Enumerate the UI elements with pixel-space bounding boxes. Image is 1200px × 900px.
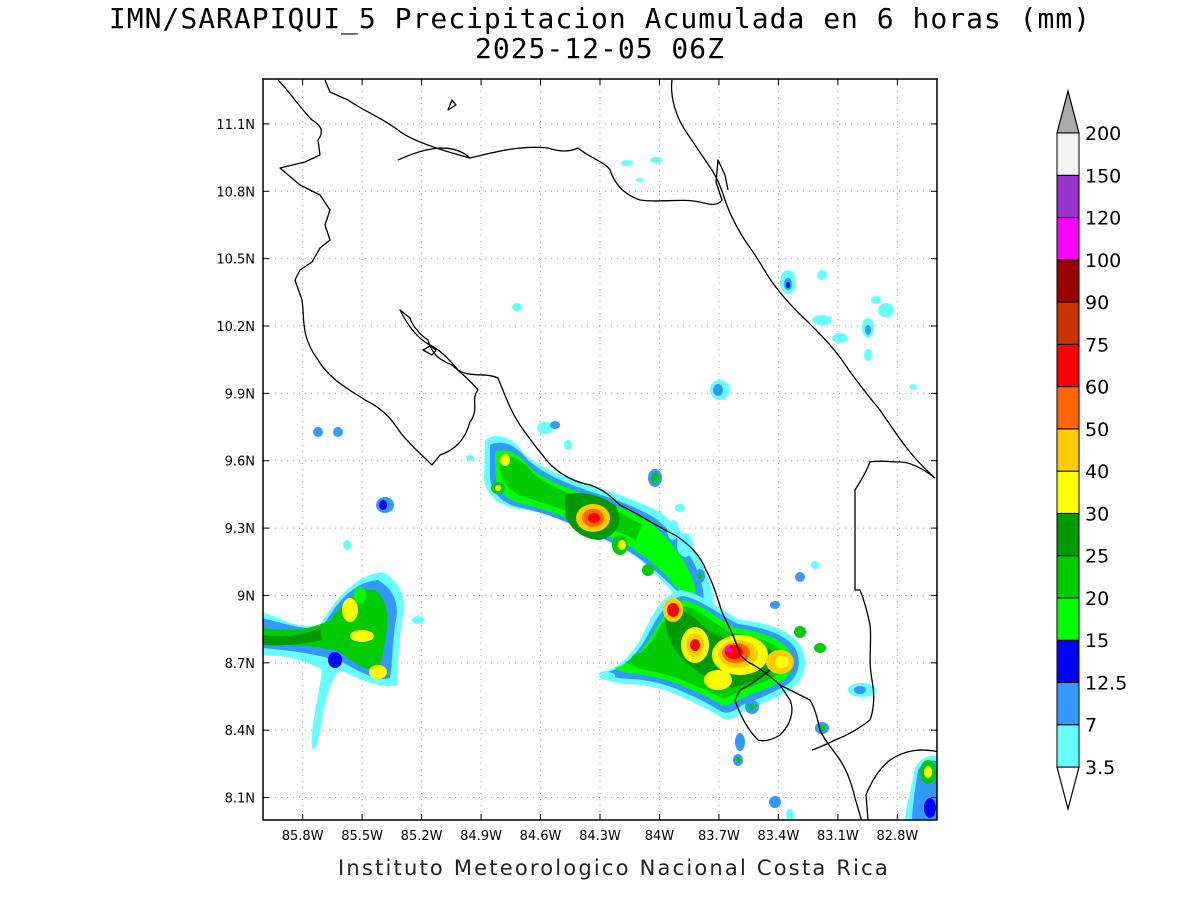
colorbar-swatch [1056, 470, 1080, 514]
lat-tick-label: 8.7N [225, 657, 255, 672]
precip-cell-west [263, 427, 424, 749]
colorbar-swatch [1056, 217, 1080, 261]
precip-cell-southeast [905, 755, 937, 820]
colorbar-label: 50 [1085, 419, 1109, 441]
colorbar [1056, 88, 1080, 812]
precip-cell-caribbean [466, 157, 917, 461]
colorbar-swatch [1056, 724, 1080, 768]
precip-cell-central [484, 421, 713, 612]
lat-tick-label: 10.5N [216, 253, 255, 268]
lon-tick-label: 84.3W [579, 829, 621, 844]
lat-tick-label: 11.1N [216, 118, 255, 133]
lake-shore [324, 79, 471, 159]
lon-tick-label: 83.7W [698, 829, 740, 844]
footer-credit: Instituto Meteorologico Nacional Costa R… [338, 856, 890, 880]
precip-cell-south [599, 561, 876, 820]
lon-tick-label: 83.4W [758, 829, 800, 844]
colorbar-label: 15 [1085, 630, 1109, 652]
lat-tick-label: 9.9N [225, 387, 255, 402]
colorbar-label: 7 [1085, 715, 1097, 737]
colorbar-label: 30 [1085, 503, 1109, 525]
colorbar-swatch [1056, 555, 1080, 599]
lon-tick-label: 83.1W [817, 829, 859, 844]
coastlines-and-borders [277, 79, 937, 820]
colorbar-label: 25 [1085, 546, 1109, 568]
colorbar-swatch [1056, 343, 1080, 388]
small-lagoon [422, 345, 437, 356]
colorbar-swatch [1056, 132, 1080, 176]
colorbar-label: 100 [1085, 250, 1121, 272]
pacific-coast-central [547, 461, 793, 742]
colorbar-swatch [1056, 597, 1080, 641]
colorbar-swatch [1056, 301, 1080, 345]
lon-tick-label: 85.5W [341, 829, 383, 844]
bocas-coast [811, 719, 871, 751]
longitude-labels: 85.8W 85.5W 85.2W 84.9W 84.6W 84.3W 84W 83.7W 83… [282, 829, 919, 844]
colorbar-labels: 3.5 7 12.5 15 20 25 30 40 50 60 75 90 100 120 150 200 [1085, 123, 1127, 779]
lat-tick-label: 8.1N [225, 792, 255, 807]
small-island [447, 99, 457, 111]
lat-tick-label: 9.6N [225, 455, 255, 470]
lat-tick-label: 8.4N [225, 724, 255, 739]
lat-tick-label: 10.8N [216, 185, 255, 200]
colorbar-swatch [1056, 386, 1080, 430]
colorbar-label: 90 [1085, 292, 1109, 314]
nicaragua-coast [277, 79, 479, 466]
colorbar-swatch [1056, 174, 1080, 219]
gulf-nicoya-shore [429, 344, 549, 463]
colorbar-label: 60 [1085, 377, 1109, 399]
precip-field [263, 157, 937, 820]
lon-tick-label: 84W [645, 829, 675, 844]
map-gridlines [263, 79, 937, 820]
lon-tick-label: 82.8W [876, 829, 918, 844]
lon-tick-label: 85.2W [401, 829, 443, 844]
colorbar-label: 150 [1085, 165, 1121, 187]
golfo-dulce [734, 669, 771, 741]
lon-tick-label: 85.8W [282, 829, 324, 844]
map-title: IMN/SARAPIQUI_5 Precipitacion Acumulada … [108, 2, 1092, 35]
colorbar-under-triangle [1056, 766, 1080, 812]
colorbar-swatch [1056, 639, 1080, 683]
colorbar-swatch [1056, 259, 1080, 303]
lon-tick-label: 84.6W [520, 829, 562, 844]
map-valid-time: 2025-12-05 06Z [474, 32, 725, 65]
colorbar-label: 3.5 [1085, 757, 1115, 779]
lat-tick-label: 9N [237, 589, 255, 604]
colorbar-swatch [1056, 428, 1080, 472]
lat-tick-label: 9.3N [225, 522, 255, 537]
colorbar-label: 40 [1085, 461, 1109, 483]
colorbar-label: 12.5 [1085, 672, 1127, 694]
colorbar-swatch [1056, 681, 1080, 726]
lat-tick-label: 10.2N [216, 320, 255, 335]
panama-caribbean-border [854, 460, 936, 721]
nicaragua-border [397, 146, 729, 206]
colorbar-label: 75 [1085, 334, 1109, 356]
panama-border [779, 684, 863, 820]
colorbar-over-triangle [1056, 88, 1080, 134]
lon-tick-label: 84.9W [460, 829, 502, 844]
latitude-labels: 11.1N 10.8N 10.5N 10.2N 9.9N 9.6N 9.3N 9N 8.7N 8.… [216, 118, 255, 807]
colorbar-swatch [1056, 512, 1080, 557]
axis-ticks [263, 79, 937, 820]
colorbar-label: 120 [1085, 208, 1121, 230]
colorbar-label: 20 [1085, 588, 1109, 610]
caribbean-coast [670, 79, 936, 479]
colorbar-label: 200 [1085, 123, 1121, 145]
map-frame [262, 78, 938, 821]
panama-coast-south [865, 749, 937, 820]
